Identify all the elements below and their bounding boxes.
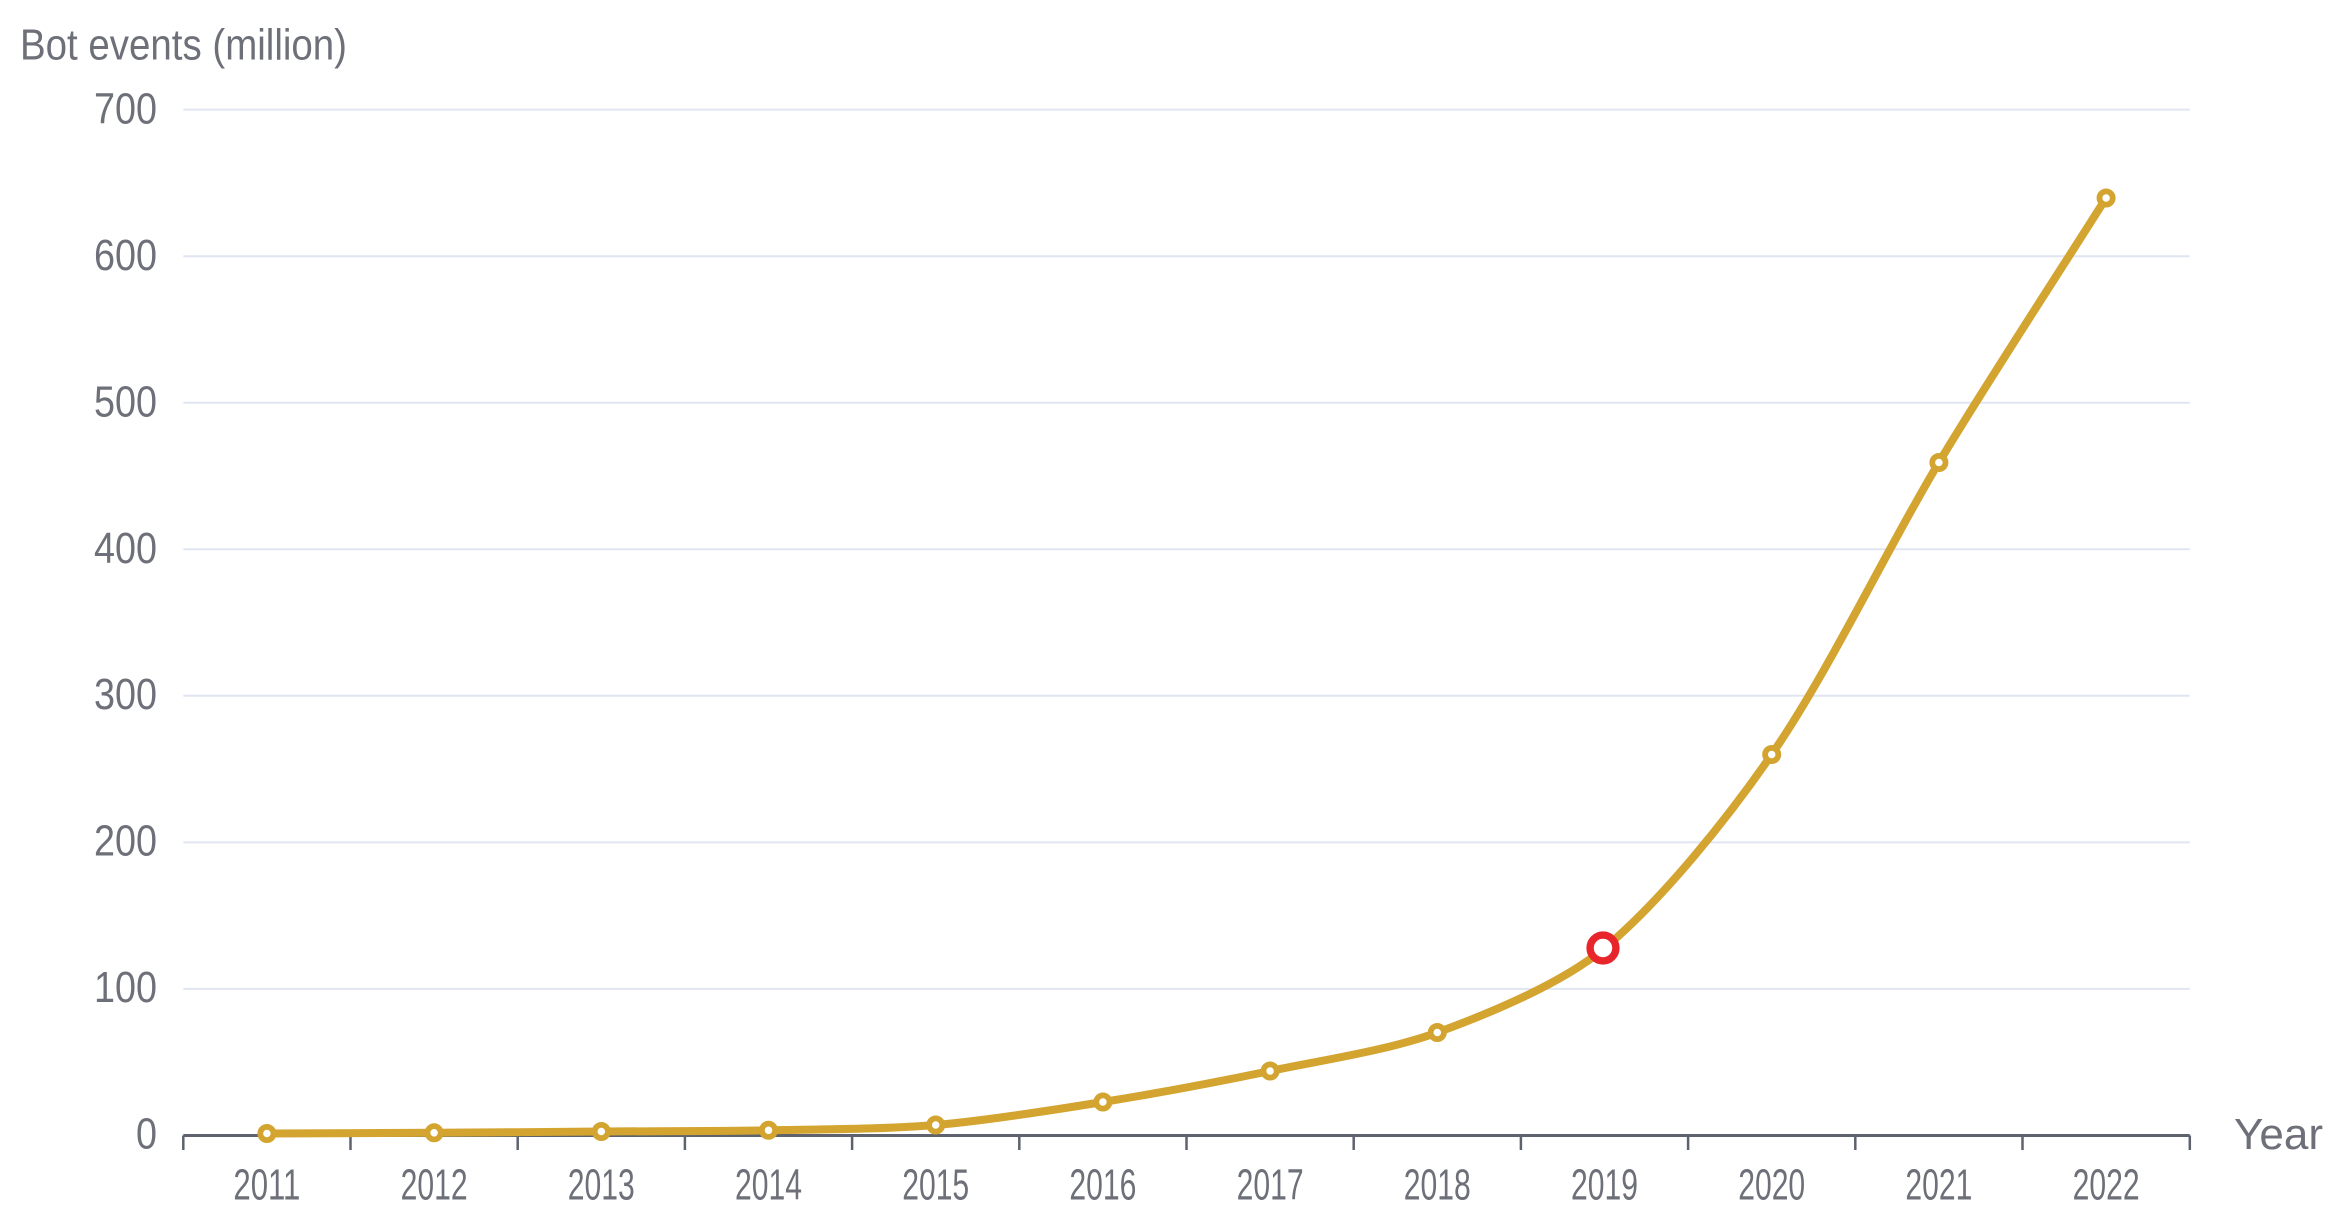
svg-text:2020: 2020 bbox=[1738, 1161, 1805, 1210]
svg-text:600: 600 bbox=[94, 231, 157, 280]
svg-text:2014: 2014 bbox=[735, 1161, 802, 1210]
svg-text:2019: 2019 bbox=[1571, 1161, 1638, 1210]
svg-text:2022: 2022 bbox=[2073, 1161, 2140, 1210]
svg-text:400: 400 bbox=[94, 524, 157, 573]
svg-text:2012: 2012 bbox=[401, 1161, 468, 1210]
svg-text:700: 700 bbox=[94, 85, 157, 134]
svg-text:2018: 2018 bbox=[1404, 1161, 1471, 1210]
svg-text:2011: 2011 bbox=[233, 1161, 300, 1210]
svg-text:100: 100 bbox=[94, 963, 157, 1012]
svg-text:300: 300 bbox=[94, 670, 157, 719]
svg-text:2015: 2015 bbox=[902, 1161, 969, 1210]
svg-text:2021: 2021 bbox=[1905, 1161, 1972, 1210]
svg-text:Year: Year bbox=[2234, 1110, 2323, 1159]
svg-text:2013: 2013 bbox=[568, 1161, 635, 1210]
svg-text:200: 200 bbox=[94, 817, 157, 866]
svg-text:500: 500 bbox=[94, 377, 157, 426]
svg-text:2017: 2017 bbox=[1237, 1161, 1304, 1210]
svg-text:Bot events (million): Bot events (million) bbox=[20, 21, 347, 70]
svg-text:0: 0 bbox=[136, 1109, 157, 1158]
svg-text:2016: 2016 bbox=[1069, 1161, 1136, 1210]
